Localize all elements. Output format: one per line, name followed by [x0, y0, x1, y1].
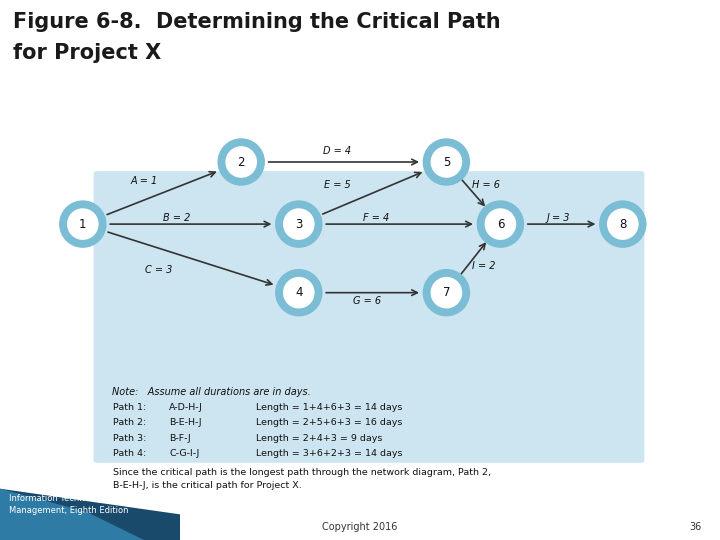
Ellipse shape	[431, 147, 462, 177]
Text: Path 1:: Path 1:	[113, 403, 146, 413]
Text: Figure 6-8.  Determining the Critical Path: Figure 6-8. Determining the Critical Pat…	[13, 12, 500, 32]
Text: J = 3: J = 3	[547, 213, 570, 222]
Text: Length = 2+5+6+3 = 16 days: Length = 2+5+6+3 = 16 days	[256, 418, 402, 428]
Text: Copyright 2016: Copyright 2016	[323, 522, 397, 531]
Text: Length = 3+6+2+3 = 14 days: Length = 3+6+2+3 = 14 days	[256, 449, 402, 458]
Text: Path 3:: Path 3:	[113, 434, 146, 443]
Ellipse shape	[477, 201, 523, 247]
Text: A = 1: A = 1	[130, 176, 158, 186]
Text: 8: 8	[619, 218, 626, 231]
Ellipse shape	[600, 201, 646, 247]
Text: Note:   Assume all durations are in days.: Note: Assume all durations are in days.	[112, 387, 310, 397]
Polygon shape	[0, 489, 144, 540]
Text: 1: 1	[79, 218, 86, 231]
Text: 3: 3	[295, 218, 302, 231]
Ellipse shape	[276, 201, 322, 247]
Text: G = 6: G = 6	[353, 296, 382, 306]
Text: B = 2: B = 2	[163, 213, 190, 222]
Ellipse shape	[60, 201, 106, 247]
Text: 4: 4	[295, 286, 302, 299]
Text: 2: 2	[238, 156, 245, 168]
Text: H = 6: H = 6	[472, 180, 500, 190]
Text: Information Technology Project
Management, Eighth Edition: Information Technology Project Managemen…	[9, 494, 139, 515]
Text: C-G-I-J: C-G-I-J	[169, 449, 199, 458]
Text: B-F-J: B-F-J	[169, 434, 191, 443]
Ellipse shape	[226, 147, 256, 177]
Text: I = 2: I = 2	[472, 261, 495, 271]
Ellipse shape	[431, 278, 462, 308]
Ellipse shape	[608, 209, 638, 239]
Ellipse shape	[284, 209, 314, 239]
Text: D = 4: D = 4	[323, 146, 351, 156]
Text: 5: 5	[443, 156, 450, 168]
Text: Path 2:: Path 2:	[113, 418, 146, 428]
Ellipse shape	[423, 269, 469, 316]
Polygon shape	[0, 489, 180, 540]
Text: Path 4:: Path 4:	[113, 449, 146, 458]
FancyBboxPatch shape	[94, 171, 644, 463]
Text: for Project X: for Project X	[13, 43, 161, 63]
Text: Length = 1+4+6+3 = 14 days: Length = 1+4+6+3 = 14 days	[256, 403, 402, 413]
Text: Since the critical path is the longest path through the network diagram, Path 2,: Since the critical path is the longest p…	[113, 468, 491, 490]
Text: 6: 6	[497, 218, 504, 231]
Ellipse shape	[218, 139, 264, 185]
Ellipse shape	[284, 278, 314, 308]
Text: Length = 2+4+3 = 9 days: Length = 2+4+3 = 9 days	[256, 434, 382, 443]
Text: 36: 36	[690, 522, 702, 531]
Ellipse shape	[423, 139, 469, 185]
Text: C = 3: C = 3	[145, 265, 172, 275]
Ellipse shape	[485, 209, 516, 239]
Text: A-D-H-J: A-D-H-J	[169, 403, 203, 413]
Ellipse shape	[68, 209, 98, 239]
Text: B-E-H-J: B-E-H-J	[169, 418, 202, 428]
Ellipse shape	[276, 269, 322, 316]
Text: E = 5: E = 5	[323, 180, 351, 190]
Text: 7: 7	[443, 286, 450, 299]
Text: F = 4: F = 4	[363, 213, 389, 222]
